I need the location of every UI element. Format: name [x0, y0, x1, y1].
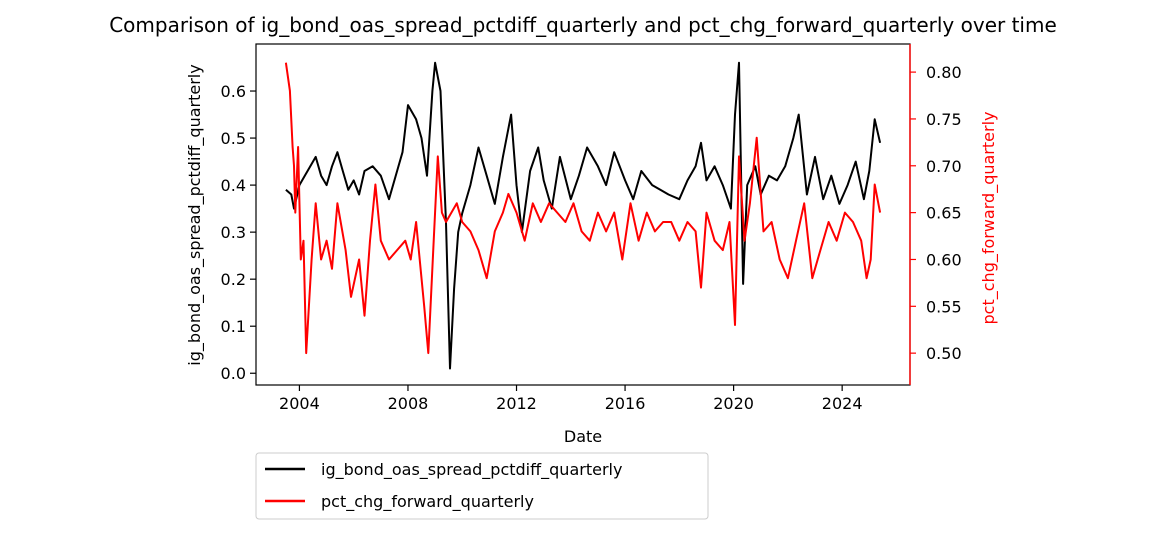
plot-frame	[255, 43, 911, 386]
x-tick-label: 2008	[388, 394, 429, 413]
y-right-axis-title: pct_chg_forward_quarterly	[979, 112, 999, 325]
x-tick-label: 2012	[496, 394, 537, 413]
series-layer	[284, 61, 882, 370]
y-left-axis-title: ig_bond_oas_spread_pctdiff_quarterly	[185, 64, 205, 365]
y-left-tick-label: 0.3	[221, 223, 246, 242]
y-left-tick-label: 0.5	[221, 129, 246, 148]
y-left-tick-label: 0.2	[221, 270, 246, 289]
y-right-axis-ticks: 0.50 0.55 0.60 0.65 0.70 0.75 0.80	[910, 63, 962, 363]
x-tick-label: 2016	[605, 394, 646, 413]
y-right-tick-label: 0.55	[926, 297, 962, 316]
y-left-tick-label: 0.0	[221, 364, 246, 383]
y-right-tick-label: 0.75	[926, 110, 962, 129]
y-right-tick-label: 0.50	[926, 344, 962, 363]
legend-label-series-1: ig_bond_oas_spread_pctdiff_quarterly	[321, 460, 622, 480]
x-axis-title: Date	[564, 427, 602, 446]
y-right-tick-label: 0.60	[926, 250, 962, 269]
x-tick-label: 2024	[822, 394, 863, 413]
chart-title: Comparison of ig_bond_oas_spread_pctdiff…	[109, 13, 1057, 37]
y-left-tick-label: 0.4	[221, 176, 246, 195]
series-line-1	[285, 61, 882, 370]
y-right-tick-label: 0.70	[926, 157, 962, 176]
legend-frame	[255, 452, 709, 520]
y-left-tick-label: 0.1	[221, 317, 246, 336]
x-axis-ticks: 2004 2008 2012 2016 2020 2024	[279, 385, 863, 413]
plot-area	[255, 43, 911, 386]
series-line-2	[284, 62, 882, 355]
y-right-tick-label: 0.65	[926, 204, 962, 223]
y-left-tick-label: 0.6	[221, 82, 246, 101]
y-left-axis-ticks: 0.0 0.1 0.2 0.3 0.4 0.5 0.6	[221, 82, 256, 383]
x-tick-label: 2020	[713, 394, 754, 413]
x-tick-label: 2004	[279, 394, 320, 413]
legend: ig_bond_oas_spread_pctdiff_quarterly pct…	[255, 452, 709, 520]
legend-label-series-2: pct_chg_forward_quarterly	[321, 492, 534, 512]
y-right-tick-label: 0.80	[926, 63, 962, 82]
